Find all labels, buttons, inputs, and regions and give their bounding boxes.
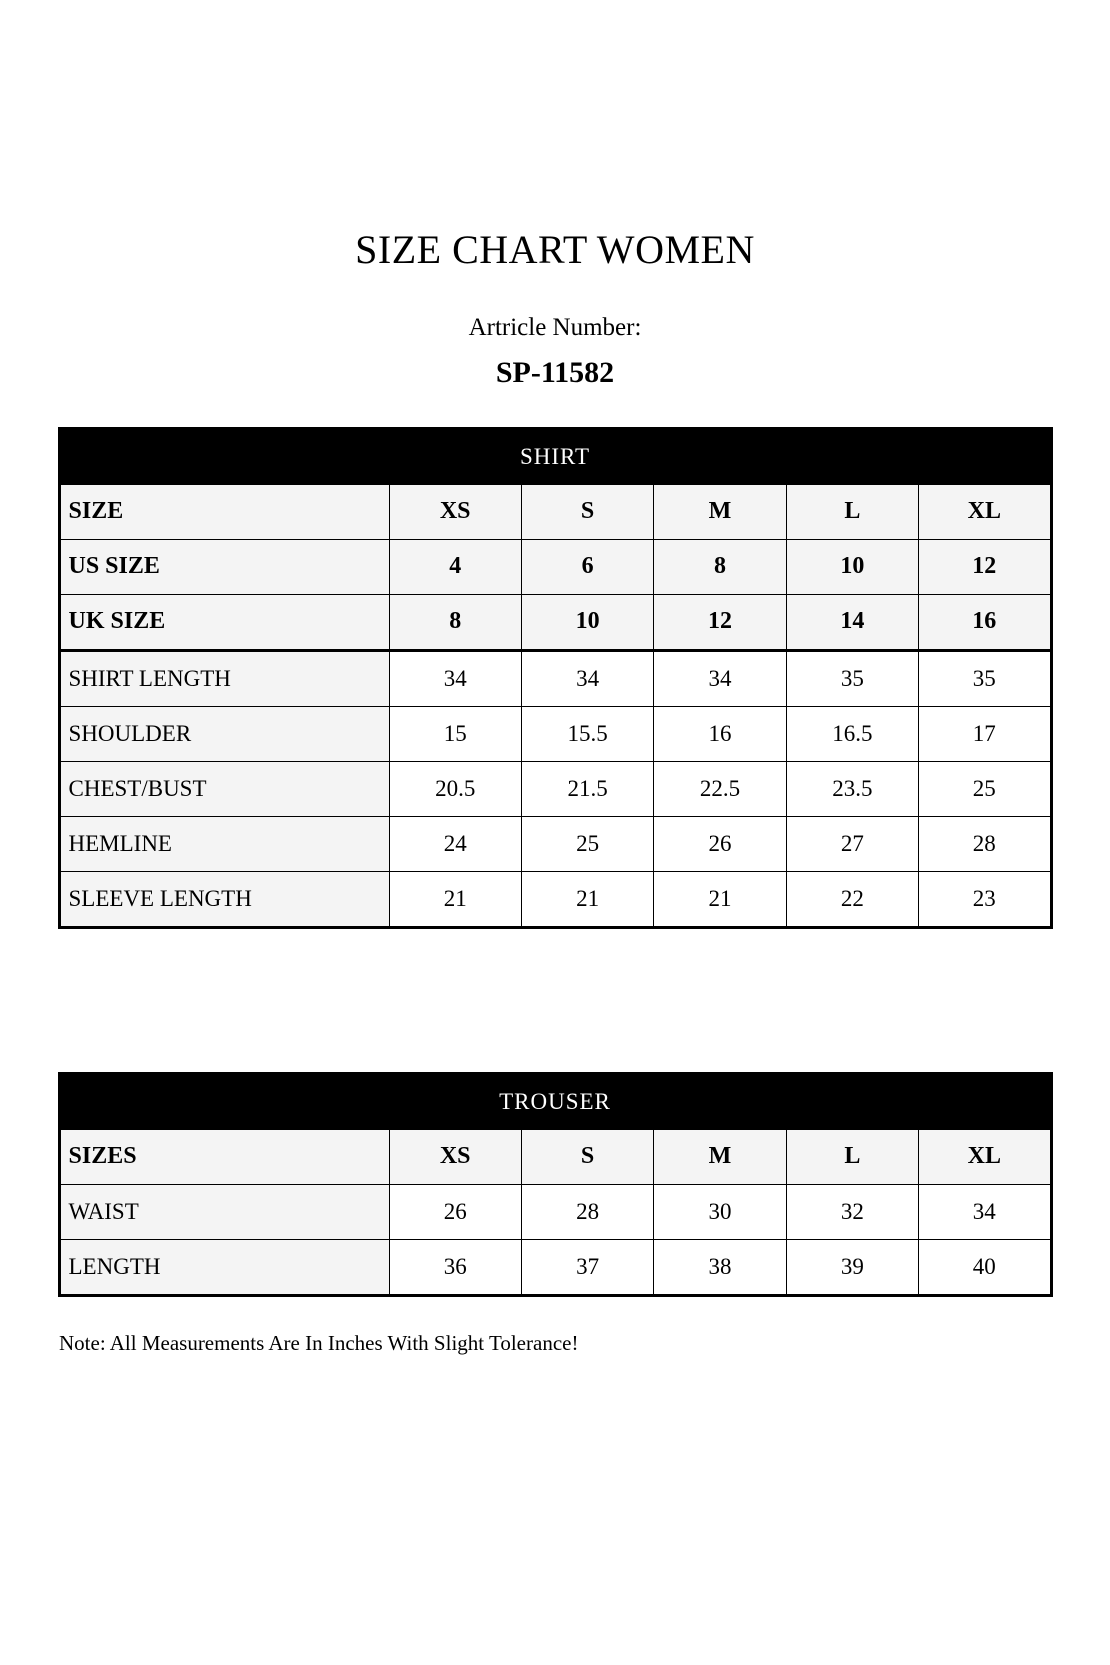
shirt-uk-size-l: 14 [785,593,920,652]
trouser-size-header-xl: XL [918,1128,1052,1185]
table-row: SHOULDER 15 15.5 16 16.5 17 [58,705,1052,762]
table-row: CHEST/BUST 20.5 21.5 22.5 23.5 25 [58,760,1052,817]
shirt-length-label: SHIRT LENGTH [58,649,390,707]
shirt-us-size-xl: 12 [918,538,1052,595]
shirt-shoulder-l: 16.5 [785,705,920,762]
article-number-label: Artricle Number: [468,314,642,341]
shirt-hemline-m: 26 [653,815,787,872]
measurement-note: Note: All Measurements Are In Inches Wit… [59,1330,579,1355]
shirt-us-size-label: US SIZE [58,538,390,595]
trouser-band-title: TROUSER [58,1072,1052,1130]
shirt-hemline-label: HEMLINE [58,815,390,872]
trouser-band-row: TROUSER [58,1072,1052,1130]
shirt-length-l: 35 [785,649,920,707]
shirt-uk-size-s: 10 [520,593,655,652]
trouser-length-xl: 40 [918,1238,1052,1296]
shirt-shoulder-xl: 17 [918,705,1052,762]
shirt-hemline-s: 25 [520,815,655,872]
trouser-size-header-label: SIZES [58,1128,390,1185]
shirt-uk-size-label: UK SIZE [58,593,390,652]
shirt-length-s: 34 [520,649,655,707]
shirt-uk-size-xs: 8 [388,593,522,652]
shirt-sleeve-length-xl: 23 [918,870,1052,928]
shirt-size-header-m: M [653,483,787,540]
shirt-band-title: SHIRT [58,427,1052,485]
trouser-waist-xl: 34 [918,1183,1052,1240]
table-row: US SIZE 4 6 8 10 12 [58,538,1052,595]
shirt-sleeve-length-xs: 21 [388,870,522,928]
trouser-table-section: TROUSER SIZES XS S M L XL WAIST 26 28 30… [24,929,1086,1297]
shirt-chest-bust-xs: 20.5 [388,760,522,817]
trouser-size-header-m: M [653,1128,787,1185]
trouser-waist-m: 30 [653,1183,787,1240]
shirt-us-size-m: 8 [653,538,787,595]
shirt-us-size-s: 6 [520,538,655,595]
trouser-length-label: LENGTH [58,1238,390,1296]
table-row: WAIST 26 28 30 32 34 [58,1183,1052,1240]
shirt-length-m: 34 [653,649,787,707]
table-row: SLEEVE LENGTH 21 21 21 22 23 [58,870,1052,928]
shirt-sleeve-length-m: 21 [653,870,787,928]
shirt-length-xl: 35 [918,649,1052,707]
shirt-chest-bust-l: 23.5 [785,760,920,817]
shirt-length-xs: 34 [388,649,522,707]
shirt-shoulder-m: 16 [653,705,787,762]
shirt-size-table: SHIRT SIZE XS S M L XL US SIZE 4 6 8 10 … [57,426,1053,929]
shirt-shoulder-s: 15.5 [520,705,655,762]
shirt-chest-bust-label: CHEST/BUST [58,760,390,817]
shirt-sleeve-length-label: SLEEVE LENGTH [58,870,390,928]
shirt-hemline-l: 27 [785,815,920,872]
shirt-hemline-xl: 28 [918,815,1052,872]
trouser-size-header-xs: XS [388,1128,522,1185]
shirt-size-header-l: L [785,483,920,540]
shirt-shoulder-xs: 15 [388,705,522,762]
article-number-value: SP-11582 [495,355,615,389]
shirt-sleeve-length-s: 21 [520,870,655,928]
trouser-length-s: 37 [520,1238,655,1296]
table-row: UK SIZE 8 10 12 14 16 [58,593,1052,652]
shirt-uk-size-xl: 16 [918,593,1052,652]
trouser-size-header-l: L [785,1128,920,1185]
shirt-size-header-s: S [520,483,655,540]
shirt-size-header-row: SIZE XS S M L XL [58,483,1052,540]
trouser-size-header-s: S [520,1128,655,1185]
trouser-size-header-row: SIZES XS S M L XL [58,1128,1052,1185]
shirt-size-header-xs: XS [388,483,522,540]
shirt-table-section: SHIRT SIZE XS S M L XL US SIZE 4 6 8 10 … [24,389,1086,929]
shirt-band-row: SHIRT [58,427,1052,485]
trouser-length-xs: 36 [388,1238,522,1296]
trouser-waist-s: 28 [520,1183,655,1240]
shirt-uk-size-m: 12 [653,593,787,652]
shirt-us-size-l: 10 [785,538,920,595]
shirt-us-size-xs: 4 [388,538,522,595]
shirt-shoulder-label: SHOULDER [58,705,390,762]
shirt-sleeve-length-l: 22 [785,870,920,928]
trouser-waist-l: 32 [785,1183,920,1240]
table-row: HEMLINE 24 25 26 27 28 [58,815,1052,872]
table-row: SHIRT LENGTH 34 34 34 35 35 [58,649,1052,707]
shirt-chest-bust-m: 22.5 [653,760,787,817]
table-row: LENGTH 36 37 38 39 40 [58,1238,1052,1296]
trouser-waist-xs: 26 [388,1183,522,1240]
trouser-length-m: 38 [653,1238,787,1296]
shirt-chest-bust-s: 21.5 [520,760,655,817]
shirt-size-header-xl: XL [918,483,1052,540]
trouser-size-table: TROUSER SIZES XS S M L XL WAIST 26 28 30… [57,1071,1053,1297]
shirt-hemline-xs: 24 [388,815,522,872]
trouser-length-l: 39 [785,1238,920,1296]
trouser-waist-label: WAIST [58,1183,390,1240]
shirt-chest-bust-xl: 25 [918,760,1052,817]
page-title: SIZE CHART WOMEN [355,227,755,272]
shirt-size-header-label: SIZE [58,483,390,540]
